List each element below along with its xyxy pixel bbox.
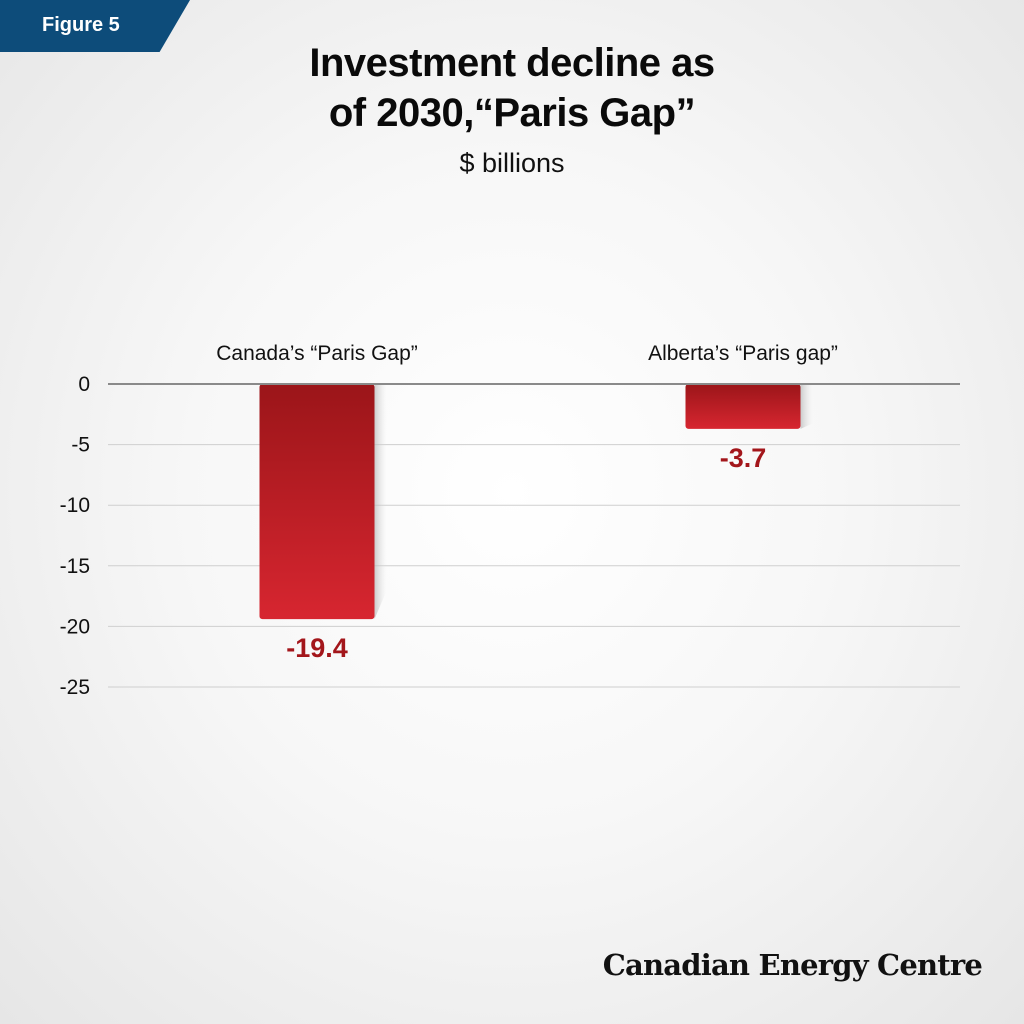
grid-lines (108, 444, 960, 688)
bars (259, 384, 801, 620)
y-axis-ticks: 0 -5 -10 -15 -20 -25 (60, 373, 90, 699)
bar-shadows (374, 384, 813, 620)
figure-badge (0, 0, 190, 52)
bar (259, 384, 375, 620)
y-tick-label: -25 (60, 676, 90, 699)
y-tick-label: -5 (71, 434, 90, 457)
y-tick-label: 0 (78, 373, 90, 396)
chart-title-line-1: Investment decline as (309, 41, 715, 85)
category-labels: Canada’s “Paris Gap” Alberta’s “Paris gap… (216, 342, 838, 365)
bar (685, 384, 801, 429)
y-tick-label: -10 (60, 494, 90, 517)
data-labels: -19.4 -3.7 (286, 443, 766, 663)
data-label: -3.7 (720, 443, 767, 473)
bar-shadow (374, 384, 387, 620)
chart-title: Investment decline as of 2030,“Paris Gap… (0, 38, 1024, 138)
brand-logo-text: Canadian Energy Centre (602, 948, 983, 982)
y-tick-label: -20 (60, 615, 90, 638)
y-tick-label: -15 (60, 555, 90, 578)
data-label: -19.4 (286, 633, 348, 663)
figure-label: Figure 5 (42, 14, 120, 36)
bar-shadow (800, 384, 813, 429)
chart-subtitle: $ billions (459, 148, 565, 178)
chart-title-line-2: of 2030,“Paris Gap” (328, 91, 696, 135)
category-label: Canada’s “Paris Gap” (216, 342, 418, 365)
category-label: Alberta’s “Paris gap” (648, 342, 838, 365)
